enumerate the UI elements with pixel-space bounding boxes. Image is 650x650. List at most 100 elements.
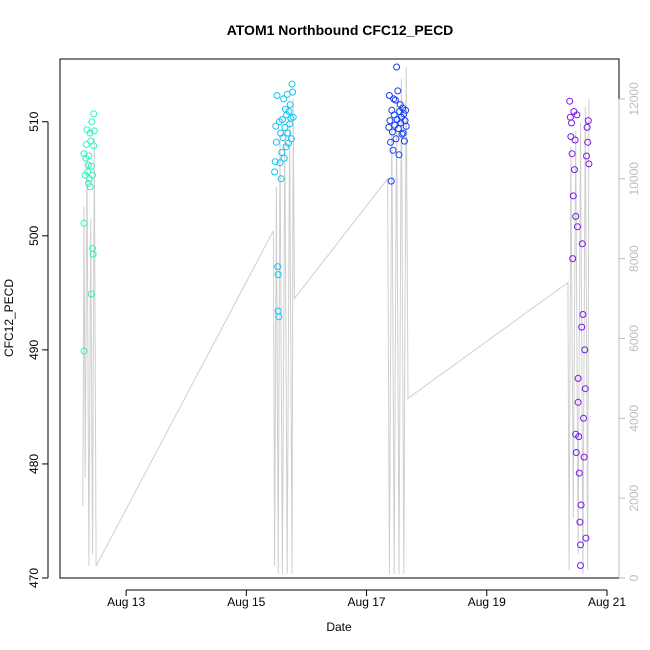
y2-tick-label: 6000 — [627, 325, 641, 352]
data-point — [278, 149, 286, 156]
data-point — [88, 118, 96, 126]
data-point — [582, 534, 590, 542]
data-point — [271, 168, 279, 176]
data-point — [574, 374, 582, 382]
x-tick-label: Aug 21 — [588, 595, 626, 609]
data-point — [271, 158, 279, 166]
data-point — [568, 119, 575, 127]
data-point — [272, 138, 280, 146]
data-point — [394, 87, 402, 95]
data-point — [274, 271, 282, 279]
data-point — [571, 136, 579, 144]
data-point — [578, 240, 586, 248]
data-point — [581, 385, 589, 393]
data-point — [393, 63, 401, 71]
data-point — [584, 138, 592, 146]
data-point — [583, 123, 591, 131]
data-point — [289, 88, 297, 96]
data-point — [400, 137, 408, 145]
data-point — [387, 138, 395, 146]
data-point — [387, 177, 395, 185]
y-tick-label: 470 — [27, 568, 41, 588]
data-point — [86, 129, 94, 137]
y2-tick-label: 10000 — [627, 162, 641, 196]
data-point — [583, 152, 590, 160]
data-point — [399, 129, 407, 137]
data-point — [272, 122, 280, 130]
data-point — [572, 212, 580, 220]
data-point — [90, 127, 98, 135]
data-point — [280, 95, 288, 103]
data-point — [402, 122, 410, 130]
data-point — [566, 113, 574, 121]
data-point — [575, 433, 583, 441]
data-points-layer — [80, 63, 593, 569]
data-point — [398, 130, 406, 138]
data-point — [285, 108, 293, 115]
data-point — [569, 255, 577, 263]
data-point — [280, 154, 288, 162]
data-point — [577, 541, 584, 549]
x-tick-label: Aug 17 — [348, 595, 386, 609]
data-point — [90, 110, 98, 118]
data-point — [581, 346, 589, 354]
data-point — [391, 96, 399, 104]
data-point — [274, 263, 282, 271]
x-tick-label: Aug 19 — [468, 595, 506, 609]
data-point — [80, 347, 88, 355]
data-point — [275, 313, 283, 321]
y2-tick-label: 2000 — [627, 484, 641, 511]
data-point — [273, 92, 281, 99]
data-point — [577, 562, 584, 569]
x-tick-label: Aug 15 — [227, 595, 265, 609]
data-point — [575, 469, 583, 477]
data-point — [386, 117, 394, 125]
y2-tick-label: 0 — [627, 574, 641, 581]
data-point — [568, 150, 576, 158]
data-point — [585, 160, 593, 168]
data-point — [89, 171, 96, 179]
data-point — [89, 250, 97, 258]
data-point — [85, 152, 93, 160]
chart-title: ATOM1 Northbound CFC12_PECD — [227, 22, 454, 38]
data-point — [281, 123, 289, 131]
y-tick-label: 510 — [27, 111, 41, 131]
x-axis-label: Date — [326, 620, 352, 634]
data-point — [567, 133, 575, 141]
secondary-line — [82, 66, 590, 575]
data-point — [574, 223, 581, 231]
data-point — [287, 135, 295, 143]
data-point — [90, 142, 98, 150]
data-point — [395, 151, 403, 159]
data-point — [571, 166, 578, 174]
data-point — [277, 175, 285, 183]
y2-tick-label: 8000 — [627, 245, 641, 272]
y2-tick-label: 12000 — [627, 82, 641, 116]
data-point — [580, 414, 587, 422]
y2-tick-label: 4000 — [627, 405, 641, 432]
data-point — [577, 501, 585, 509]
data-point — [576, 518, 584, 526]
data-point — [284, 129, 292, 137]
data-point — [580, 453, 588, 461]
data-point — [402, 106, 410, 114]
data-point — [389, 146, 397, 154]
data-point — [288, 80, 296, 88]
data-point — [286, 101, 294, 109]
data-point — [569, 192, 577, 200]
axes-layer: Aug 13 Aug 15 Aug 17 Aug 19 Aug 21 470 480 490 5… — [27, 82, 641, 609]
data-point — [573, 111, 581, 119]
data-point — [385, 123, 393, 131]
data-point — [279, 134, 287, 142]
y-tick-label: 490 — [27, 340, 41, 360]
data-point — [84, 179, 92, 187]
data-point — [566, 97, 574, 105]
data-point — [400, 110, 408, 118]
secondary-line-layer — [82, 66, 590, 575]
x-tick-label: Aug 13 — [107, 595, 145, 609]
data-point — [86, 183, 94, 191]
data-point — [579, 311, 587, 318]
plot-frame — [59, 58, 620, 579]
data-point — [278, 116, 286, 123]
